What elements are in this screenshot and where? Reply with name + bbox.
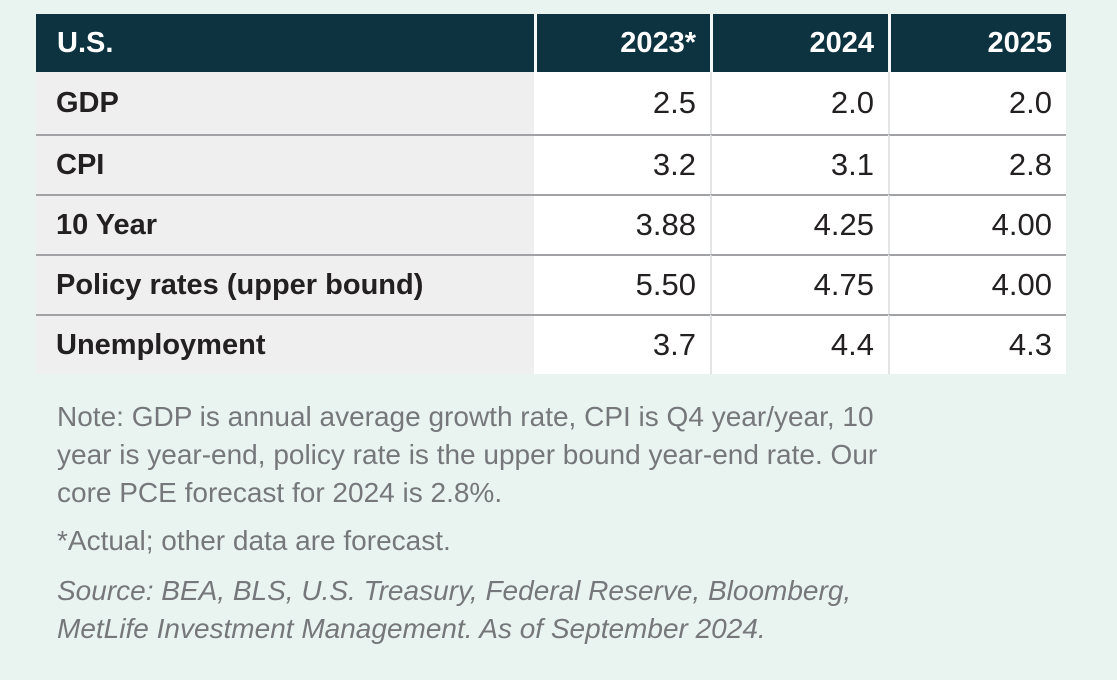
table-row-gdp: GDP 2.5 2.0 2.0 <box>36 72 1066 134</box>
ten-year-2023-value: 3.88 <box>534 194 710 254</box>
row-label-10-year: 10 Year <box>36 194 534 254</box>
row-label-policy-rates: Policy rates (upper bound) <box>36 254 534 314</box>
gdp-2025-value: 2.0 <box>888 72 1066 134</box>
gdp-2024-value: 2.0 <box>710 72 888 134</box>
ten-year-2024-value: 4.25 <box>710 194 888 254</box>
policy-rates-2023-value: 5.50 <box>534 254 710 314</box>
row-label-gdp: GDP <box>36 72 534 134</box>
us-economic-forecast-table: U.S. 2023* 2024 2025 GDP 2.5 2.0 2.0 CPI… <box>36 14 1066 374</box>
gdp-2023-value: 2.5 <box>534 72 710 134</box>
source-line-1: Source: BEA, BLS, U.S. Treasury, Federal… <box>57 575 852 606</box>
table-header-row: U.S. 2023* 2024 2025 <box>36 14 1066 72</box>
table-row-unemployment: Unemployment 3.7 4.4 4.3 <box>36 314 1066 374</box>
table-row-10-year: 10 Year 3.88 4.25 4.00 <box>36 194 1066 254</box>
policy-rates-2024-value: 4.75 <box>710 254 888 314</box>
table-row-cpi: CPI 3.2 3.1 2.8 <box>36 134 1066 194</box>
unemployment-2023-value: 3.7 <box>534 314 710 374</box>
note-line-2: year is year-end, policy rate is the upp… <box>57 439 878 470</box>
header-year-2023: 2023* <box>534 14 710 72</box>
source-line-2: MetLife Investment Management. As of Sep… <box>57 613 766 644</box>
footnotes-block: Note: GDP is annual average growth rate,… <box>57 398 1067 648</box>
unemployment-2025-value: 4.3 <box>888 314 1066 374</box>
unemployment-2024-value: 4.4 <box>710 314 888 374</box>
policy-rates-2025-value: 4.00 <box>888 254 1066 314</box>
cpi-2025-value: 2.8 <box>888 134 1066 194</box>
ten-year-2025-value: 4.00 <box>888 194 1066 254</box>
note-text: Note: GDP is annual average growth rate,… <box>57 398 1067 512</box>
row-label-cpi: CPI <box>36 134 534 194</box>
header-year-2024: 2024 <box>710 14 888 72</box>
note-line-1: Note: GDP is annual average growth rate,… <box>57 401 874 432</box>
header-region-label: U.S. <box>36 14 534 72</box>
cpi-2023-value: 3.2 <box>534 134 710 194</box>
cpi-2024-value: 3.1 <box>710 134 888 194</box>
table-row-policy-rates: Policy rates (upper bound) 5.50 4.75 4.0… <box>36 254 1066 314</box>
source-attribution: Source: BEA, BLS, U.S. Treasury, Federal… <box>57 572 1067 648</box>
header-year-2025: 2025 <box>888 14 1066 72</box>
note-line-3: core PCE forecast for 2024 is 2.8%. <box>57 477 503 508</box>
row-label-unemployment: Unemployment <box>36 314 534 374</box>
actual-footnote: *Actual; other data are forecast. <box>57 525 451 556</box>
